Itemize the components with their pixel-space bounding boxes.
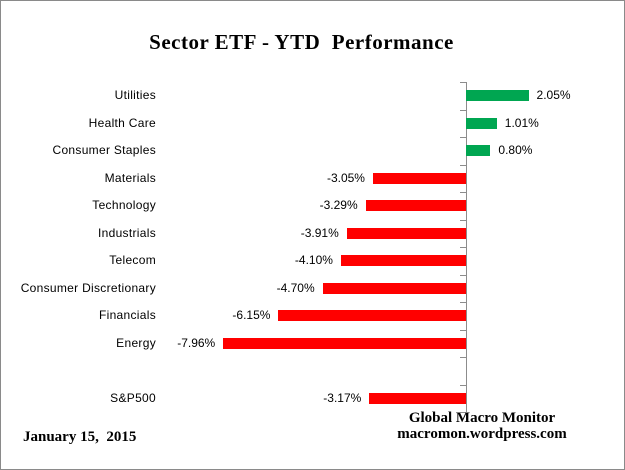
- bar-consumer-staples: [466, 145, 491, 157]
- category-label: Industrials: [98, 225, 156, 240]
- footer-date: January 15, 2015: [23, 429, 137, 445]
- axis-tick: [460, 247, 466, 248]
- category-label: S&P500: [110, 390, 156, 405]
- value-label: -4.70%: [276, 280, 315, 295]
- value-label: -3.17%: [323, 390, 362, 405]
- bar-utilities: [466, 90, 529, 102]
- value-label: -4.10%: [294, 253, 333, 267]
- category-label: Consumer Staples: [52, 143, 156, 157]
- axis-tick: [460, 165, 466, 166]
- value-label: -3.91%: [300, 225, 339, 240]
- category-label: Energy: [116, 335, 156, 350]
- axis-tick: [460, 412, 466, 413]
- bar-s-p500: [369, 392, 466, 404]
- axis-tick: [460, 330, 466, 331]
- bar-materials: [372, 172, 466, 184]
- bar-financials: [278, 310, 466, 322]
- category-label: Health Care: [88, 115, 156, 130]
- value-label: -3.29%: [319, 198, 358, 212]
- axis-tick: [460, 220, 466, 221]
- source-url: macromon.wordpress.com: [397, 426, 567, 442]
- value-axis-line: [466, 82, 467, 412]
- bar-industrials: [346, 227, 466, 239]
- category-label: Technology: [92, 198, 156, 212]
- footer-source: Global Macro Monitor macromon.wordpress.…: [392, 410, 572, 442]
- source-name: Global Macro Monitor: [408, 410, 556, 426]
- category-label: Materials: [104, 170, 156, 185]
- bar-telecom: [340, 255, 466, 267]
- category-label: Consumer Discretionary: [20, 280, 156, 295]
- axis-tick: [460, 110, 466, 111]
- axis-tick: [460, 137, 466, 138]
- category-label: Telecom: [109, 253, 156, 267]
- value-label: -6.15%: [232, 308, 271, 322]
- value-label: 0.80%: [498, 143, 533, 157]
- bar-energy: [223, 337, 466, 349]
- axis-tick: [460, 357, 466, 358]
- axis-tick: [460, 192, 466, 193]
- category-label: Financials: [98, 308, 156, 322]
- value-label: -7.96%: [177, 335, 216, 350]
- value-label: -3.05%: [326, 170, 365, 185]
- bar-consumer-discretionary: [322, 282, 466, 294]
- axis-tick: [460, 82, 466, 83]
- bar-health-care: [466, 117, 497, 129]
- axis-tick: [460, 385, 466, 386]
- chart-title: Sector ETF - YTD Performance: [149, 30, 454, 54]
- bar-technology: [365, 200, 466, 212]
- value-label: 1.01%: [504, 115, 539, 130]
- value-label: 2.05%: [536, 88, 571, 102]
- axis-tick: [460, 275, 466, 276]
- axis-tick: [460, 302, 466, 303]
- category-label: Utilities: [114, 88, 156, 102]
